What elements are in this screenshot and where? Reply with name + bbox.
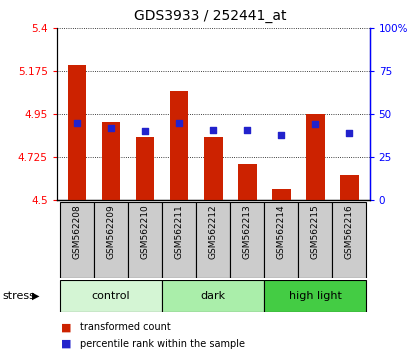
Text: GSM562213: GSM562213: [243, 204, 252, 259]
Bar: [102, 122, 121, 200]
Text: GSM562216: GSM562216: [345, 204, 354, 259]
Text: percentile rank within the sample: percentile rank within the sample: [80, 339, 245, 349]
Bar: [170, 91, 189, 200]
Bar: [306, 114, 325, 200]
Point: [346, 130, 352, 136]
Text: control: control: [92, 291, 131, 301]
Bar: [230, 202, 264, 278]
Bar: [162, 280, 264, 312]
Text: GDS3933 / 252441_at: GDS3933 / 252441_at: [134, 9, 286, 23]
Text: ▶: ▶: [32, 291, 39, 301]
Text: transformed count: transformed count: [80, 322, 171, 332]
Bar: [68, 64, 87, 200]
Bar: [332, 202, 366, 278]
Point: [108, 125, 115, 131]
Point: [210, 127, 217, 132]
Bar: [60, 280, 162, 312]
Bar: [162, 202, 196, 278]
Bar: [60, 202, 94, 278]
Point: [176, 120, 183, 126]
Bar: [94, 202, 128, 278]
Text: stress: stress: [2, 291, 35, 301]
Bar: [340, 175, 359, 200]
Point: [142, 129, 149, 134]
Bar: [128, 202, 162, 278]
Bar: [264, 202, 298, 278]
Bar: [136, 137, 155, 200]
Text: dark: dark: [201, 291, 226, 301]
Bar: [264, 280, 366, 312]
Bar: [298, 202, 332, 278]
Point: [278, 132, 284, 138]
Text: GSM562211: GSM562211: [175, 204, 184, 259]
Bar: [196, 202, 230, 278]
Text: GSM562215: GSM562215: [311, 204, 320, 259]
Bar: [204, 137, 223, 200]
Bar: [272, 189, 291, 200]
Text: GSM562214: GSM562214: [277, 204, 286, 259]
Point: [74, 120, 81, 126]
Text: ■: ■: [61, 339, 71, 349]
Bar: [238, 164, 257, 200]
Text: ■: ■: [61, 322, 71, 332]
Point: [312, 122, 318, 127]
Text: GSM562212: GSM562212: [209, 204, 218, 259]
Text: GSM562210: GSM562210: [141, 204, 150, 259]
Text: GSM562208: GSM562208: [73, 204, 81, 259]
Text: GSM562209: GSM562209: [107, 204, 116, 259]
Text: high light: high light: [289, 291, 341, 301]
Point: [244, 127, 250, 132]
